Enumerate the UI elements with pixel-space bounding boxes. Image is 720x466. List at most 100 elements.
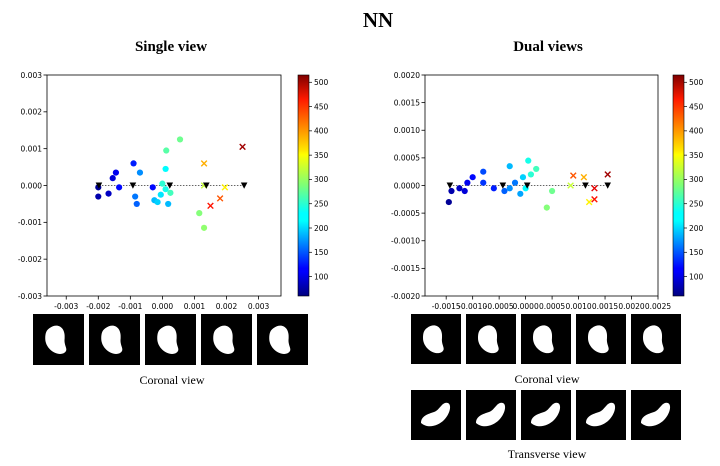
colorbar-tick-label: 150 (314, 248, 329, 257)
mask-thumbnail (521, 390, 571, 440)
data-point (196, 210, 203, 217)
colorbar-tick-label: 350 (314, 151, 329, 160)
mask-thumbnail (466, 314, 516, 364)
reference-marker (95, 182, 103, 189)
mask-thumbnail (33, 314, 84, 365)
x-tick-label: 0.001 (184, 302, 206, 311)
data-point (133, 200, 140, 208)
y-tick-label: 0.0005 (394, 154, 420, 163)
y-tick-label: -0.002 (18, 255, 42, 264)
thumbnail-strip-coronal-dual (411, 314, 681, 364)
colorbar-tick-label: 250 (689, 200, 704, 209)
data-point-x (585, 198, 593, 206)
y-tick-label: 0.0020 (394, 71, 420, 80)
colorbar-gradient (672, 74, 685, 297)
x-tick-label: 0.0020 (618, 302, 644, 311)
mask-thumbnail (631, 390, 681, 440)
data-point (506, 185, 513, 192)
reference-marker (604, 182, 611, 189)
colorbar-tick-label: 500 (314, 78, 329, 87)
data-point-x (591, 184, 598, 192)
data-point (501, 187, 508, 195)
reference-marker (582, 182, 589, 189)
reference-marker (240, 182, 248, 189)
reference-marker (499, 182, 507, 189)
data-point (506, 163, 513, 170)
mask-thumbnail (631, 314, 681, 364)
x-tick-label: 0.0000 (512, 302, 538, 311)
y-tick-label: -0.0005 (391, 209, 420, 218)
colorbar-tick-label: 300 (689, 175, 704, 184)
thumbnail-strip-transverse-dual (411, 390, 681, 440)
y-tick-label: -0.003 (18, 292, 42, 301)
x-tick-label: -0.0005 (485, 302, 514, 311)
data-point (464, 179, 471, 186)
data-point (149, 184, 156, 191)
y-tick-label: 0.0015 (394, 98, 420, 107)
thumbnail-label-coronal-dual: Coronal view (515, 372, 580, 386)
scatter-plot-single: -0.003 -0.002 -0.001 0.000 0.001 0.002 0.003 -0… (18, 71, 282, 311)
colorbar-single: 100 150 200 250 300 350 400 450 500 (297, 74, 329, 297)
data-point (456, 185, 463, 192)
thumbnail-label-coronal-single: Coronal view (140, 373, 205, 387)
colorbar-gradient (297, 74, 310, 297)
reference-marker (166, 182, 174, 189)
data-point (154, 198, 161, 206)
mask-thumbnail (411, 390, 461, 440)
data-point (469, 174, 476, 181)
data-point (136, 169, 144, 176)
x-tick-label: 0.0005 (539, 302, 565, 311)
mask-thumbnail (257, 314, 308, 365)
x-tick-label: -0.001 (118, 302, 142, 311)
mask-thumbnail (201, 314, 252, 365)
colorbar-tick-label: 450 (314, 102, 329, 111)
data-point-x (216, 195, 224, 202)
y-tick-label: 0.001 (21, 144, 43, 153)
data-point (109, 175, 116, 182)
data-point (517, 190, 524, 197)
data-point (165, 200, 172, 208)
colorbar-dual: 100 150 200 250 300 350 400 450 500 (672, 74, 704, 297)
colorbar-tick-label: 300 (314, 175, 329, 184)
data-point-x (580, 173, 588, 181)
y-tick-label: 0.0000 (394, 181, 420, 190)
reference-marker (129, 182, 137, 189)
data-point (130, 160, 137, 167)
data-point (162, 165, 169, 173)
y-tick-label: -0.0010 (391, 237, 420, 246)
data-point (480, 168, 487, 175)
data-point (519, 174, 527, 181)
data-point (116, 184, 123, 191)
colorbar-tick-label: 100 (689, 272, 704, 281)
x-tick-label: -0.002 (86, 302, 110, 311)
data-point (490, 185, 497, 192)
data-point (112, 169, 120, 176)
x-tick-label: 0.0010 (565, 302, 591, 311)
data-point (511, 179, 519, 186)
y-tick-label: -0.0020 (391, 292, 420, 301)
data-point-x (221, 184, 229, 191)
data-point (132, 193, 139, 200)
data-point-x (569, 172, 577, 179)
data-point (176, 136, 184, 143)
data-point (95, 193, 102, 200)
data-point (163, 147, 170, 154)
figure-title: NN (363, 8, 393, 32)
thumbnail-label-transverse-dual: Transverse view (508, 447, 587, 461)
mask-thumbnail (411, 314, 461, 364)
x-tick-label: 0.000 (152, 302, 174, 311)
data-point (527, 171, 535, 178)
colorbar-tick-label: 200 (689, 224, 704, 233)
mask-thumbnail (576, 390, 626, 440)
data-point (543, 204, 550, 211)
x-tick-label: 0.0025 (645, 302, 671, 311)
colorbar-tick-label: 450 (689, 102, 704, 111)
reference-marker (446, 182, 454, 189)
colorbar-tick-label: 100 (314, 272, 329, 281)
x-tick-label: -0.0010 (458, 302, 487, 311)
data-point (448, 187, 455, 195)
data-point-x (604, 171, 611, 178)
